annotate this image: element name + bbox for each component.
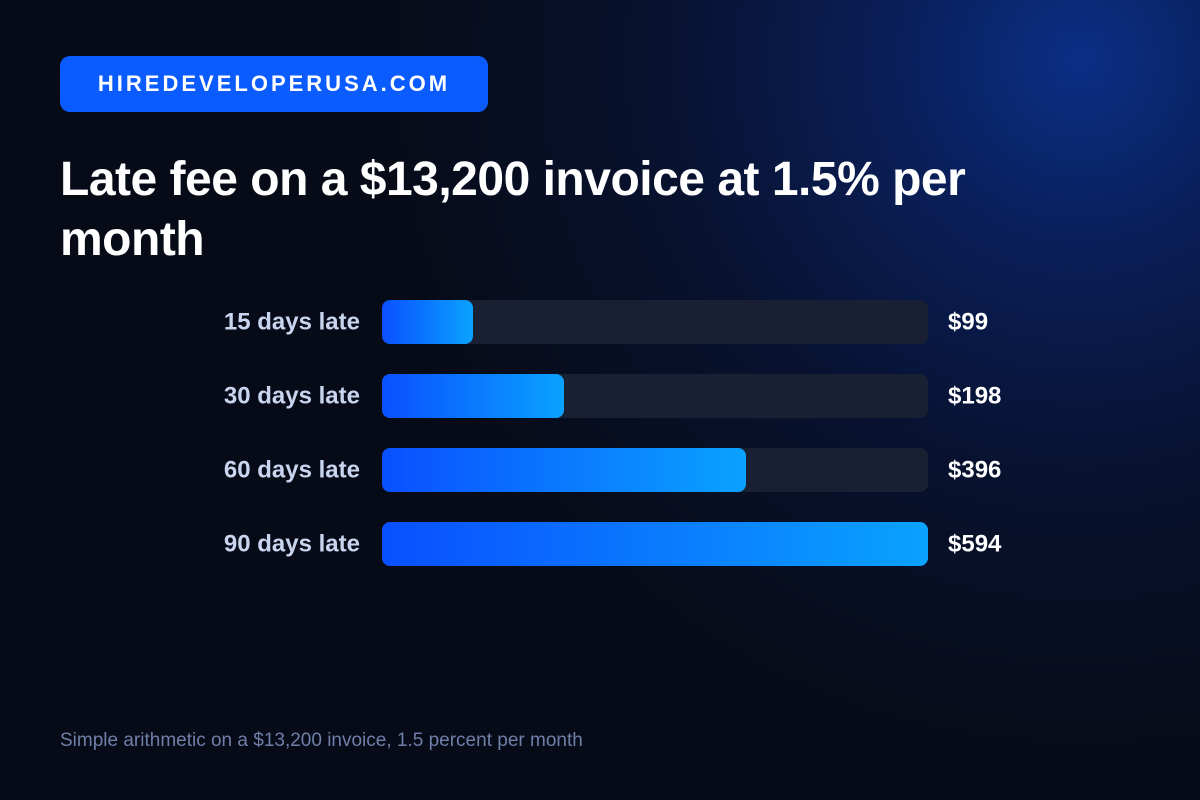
bar-track [382,300,928,344]
brand-badge: HIREDEVELOPERUSA.COM [60,56,488,112]
bar [382,522,928,566]
category-label: 15 days late [224,308,360,335]
chart: 15 days late $99 30 days late $198 60 days l… [224,300,1002,566]
category-label: 60 days late [224,456,360,483]
value-label: $396 [948,456,1001,483]
bar [382,448,746,492]
category-label: 30 days late [224,382,360,409]
value-label: $198 [948,382,1001,409]
category-label: 90 days late [224,530,360,557]
footnote: Simple arithmetic on a $13,200 invoice, … [60,730,583,751]
chart-title: Late fee on a $13,200 invoice at 1.5% pe… [60,153,966,266]
value-label: $99 [948,308,988,335]
bar [382,374,564,418]
bar [382,300,473,344]
value-label: $594 [948,530,1002,557]
